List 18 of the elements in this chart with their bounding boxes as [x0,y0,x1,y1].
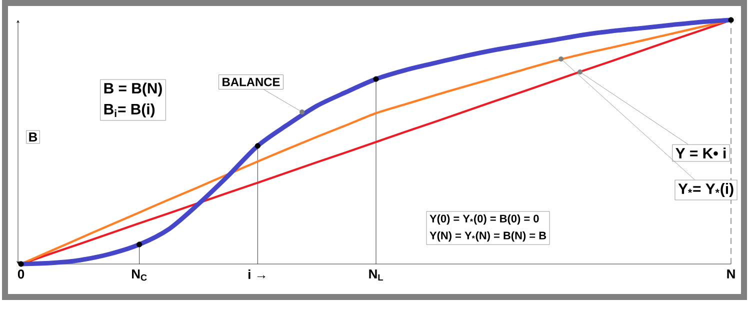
annotation: B = B(N) [104,82,162,96]
x-tick-label: N$_{L}$ [369,270,383,281]
point [373,76,379,82]
point [728,17,734,23]
x-tick-label: N [727,270,735,278]
x-tick-label: 0 [18,270,24,279]
point [254,143,260,149]
annotation: Y(0) = Y$_{*}$(0) = B(0) = 0 [430,214,539,225]
annotation: B$_{i}$= B(i) [104,103,155,118]
point [136,242,142,248]
x-tick-label: N$_{C}$ [132,270,147,281]
annotation: Y$_{*}$= Y$_{*}$(i) [678,183,734,197]
annotation: Y(N) = Y$_{*}$(N) = B(N) = B [430,231,546,242]
x-tick-label: i → [248,270,266,279]
annotation: Y = K• i [676,148,726,158]
y-axis-title: B [29,132,38,142]
point [18,261,24,267]
annotation: BALANCE [222,78,280,86]
